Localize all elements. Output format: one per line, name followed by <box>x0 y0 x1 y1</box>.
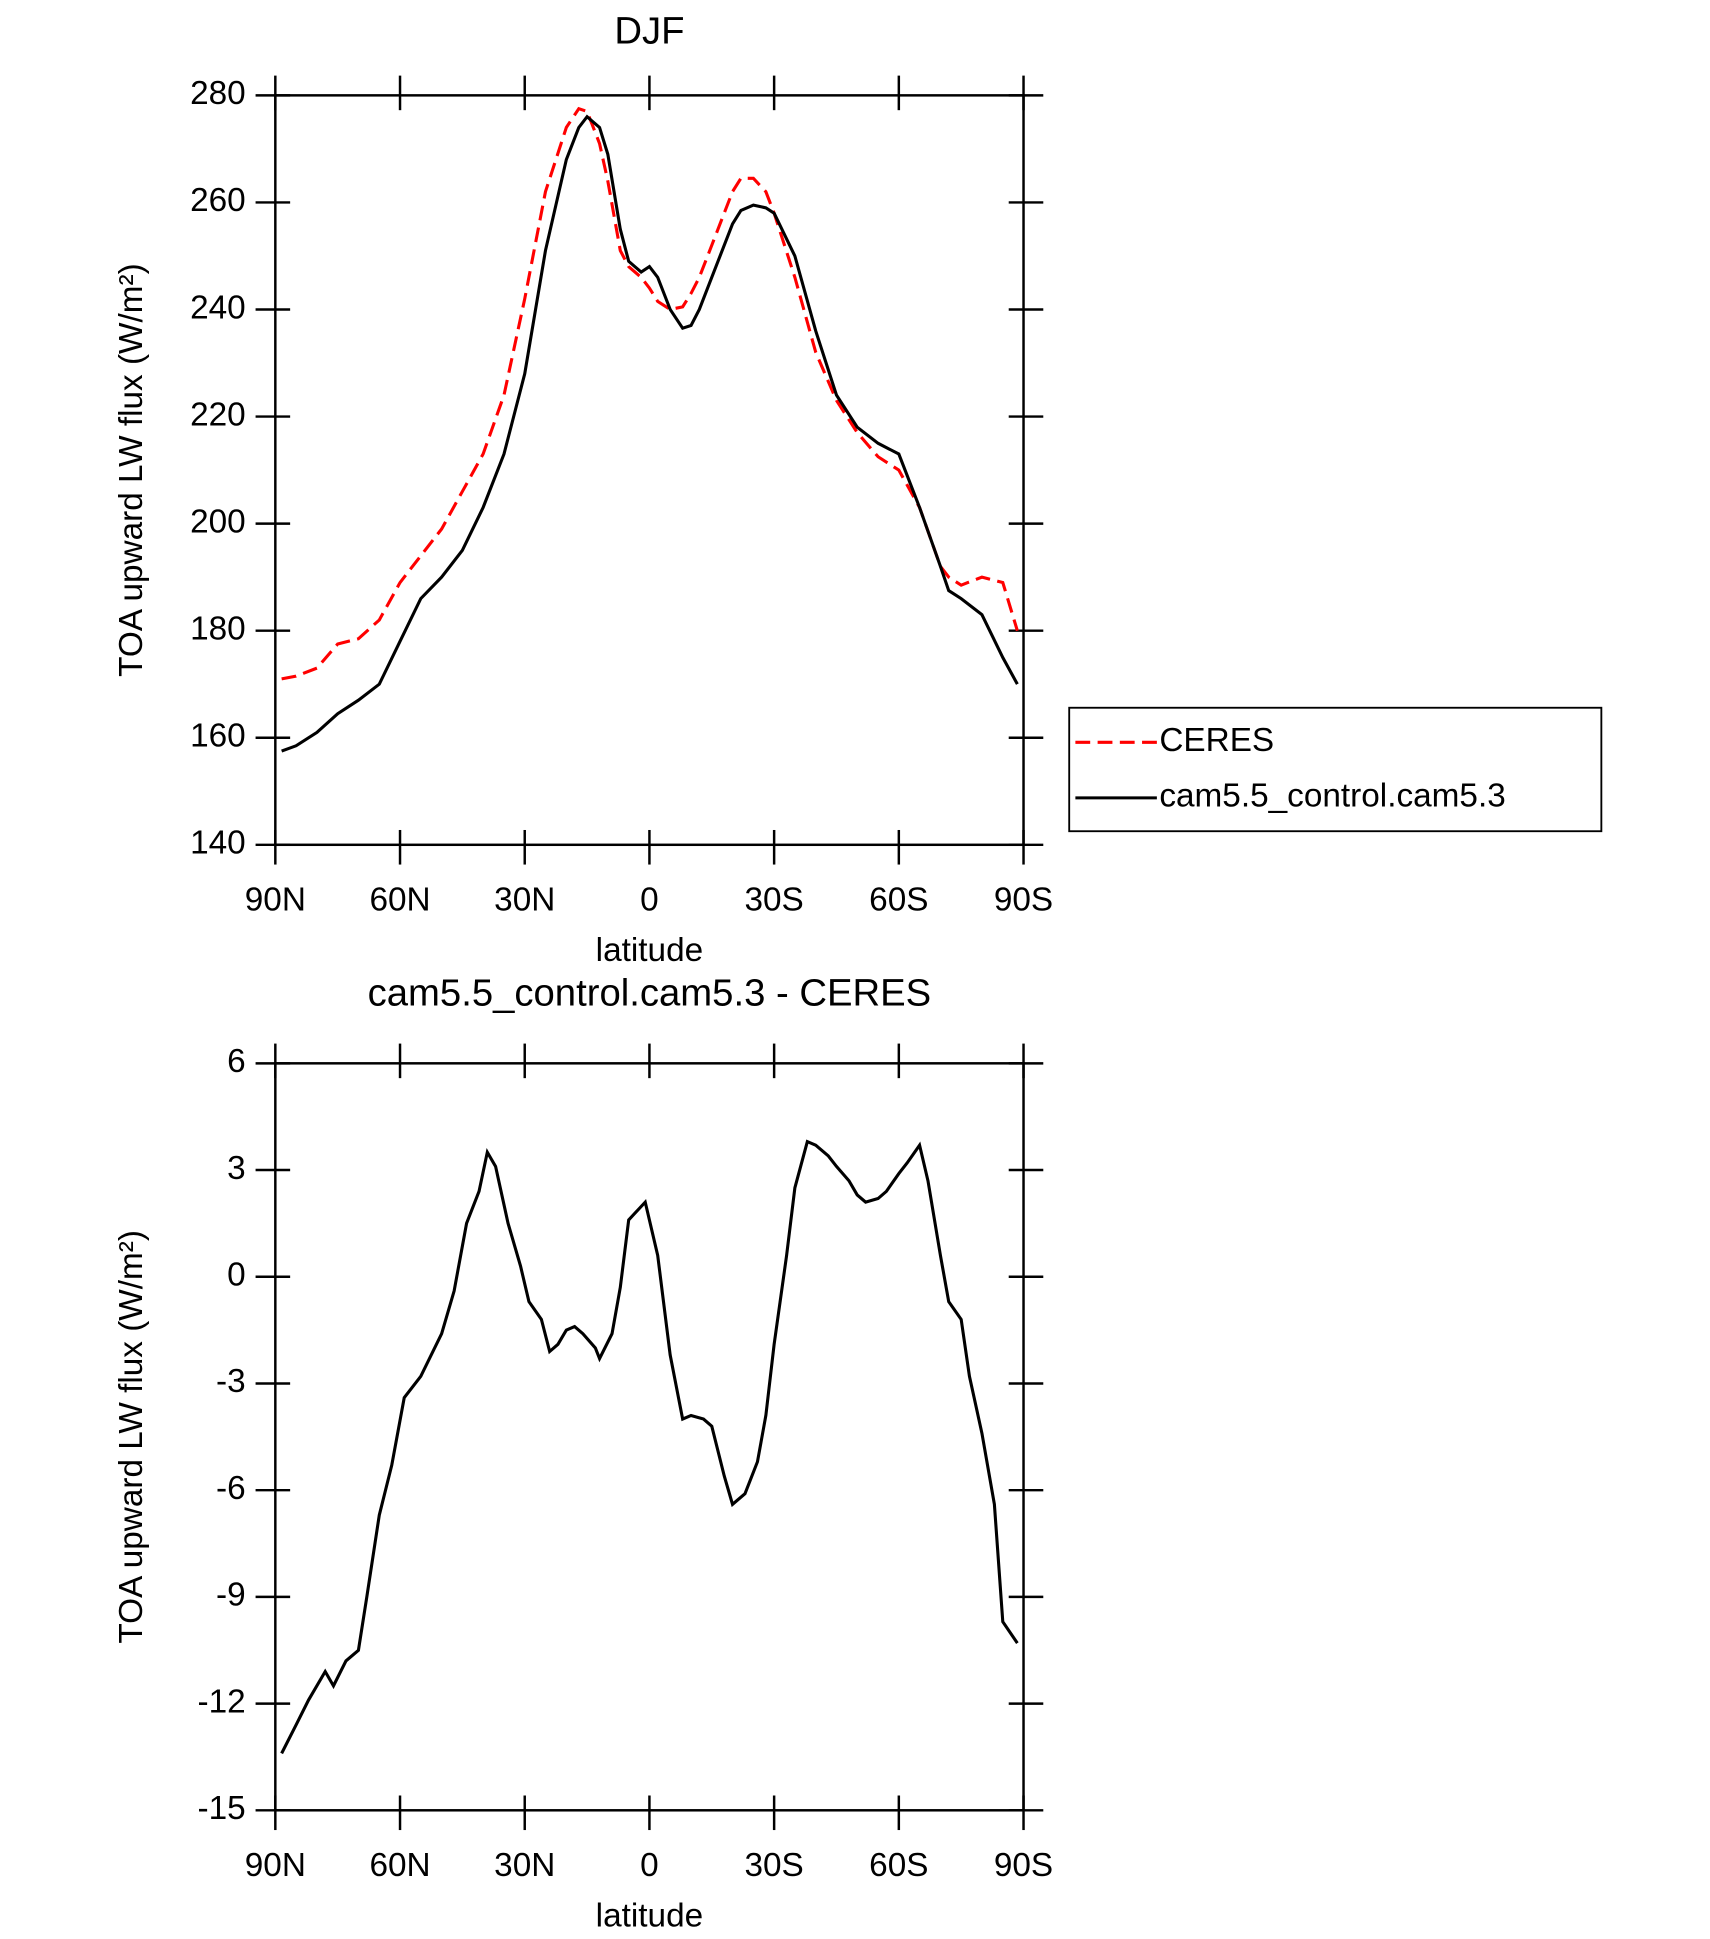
x-tick-label: 90S <box>994 1847 1053 1884</box>
y-tick-label: -9 <box>216 1577 246 1614</box>
x-tick-label: 60N <box>369 881 430 918</box>
y-tick-label: -12 <box>198 1683 246 1720</box>
legend-label: cam5.5_control.cam5.3 <box>1159 778 1505 815</box>
plot-frame <box>274 1062 1025 1812</box>
x-tick-label: 30N <box>494 1847 555 1884</box>
y-tick-label: 6 <box>227 1043 246 1080</box>
chart-title: cam5.5_control.cam5.3 - CERES <box>368 972 932 1015</box>
y-tick-label: -15 <box>198 1790 246 1827</box>
x-tick-label: 30S <box>744 1847 803 1884</box>
y-tick-label: 240 <box>190 289 246 326</box>
y-tick-label: 160 <box>190 718 246 755</box>
series-line <box>281 114 1019 753</box>
y-tick-label: 280 <box>190 75 246 112</box>
y-tick-label: -3 <box>216 1363 246 1400</box>
y-tick-label: 200 <box>190 503 246 540</box>
y-tick-label: 180 <box>190 610 246 647</box>
x-axis-label: latitude <box>596 1898 703 1935</box>
x-tick-label: 60N <box>369 1847 430 1884</box>
legend-label: CERES <box>1159 722 1274 759</box>
y-tick-label: 0 <box>227 1257 246 1294</box>
y-tick-label: 220 <box>190 396 246 433</box>
series-line <box>281 106 1019 681</box>
x-tick-label: 90N <box>245 881 306 918</box>
x-tick-label: 90S <box>994 881 1053 918</box>
chart-title: DJF <box>614 10 684 53</box>
y-axis-label: TOA upward LW flux (W/m²) <box>113 1230 150 1644</box>
y-tick-label: 260 <box>190 182 246 219</box>
x-tick-label: 90N <box>245 1847 306 1884</box>
y-tick-label: 3 <box>227 1150 246 1187</box>
x-tick-label: 60S <box>869 881 928 918</box>
y-tick-label: -6 <box>216 1470 246 1507</box>
plot-frame <box>274 94 1025 847</box>
series-line <box>280 1139 1019 1755</box>
y-tick-label: 140 <box>190 825 246 862</box>
x-tick-label: 30N <box>494 881 555 918</box>
y-axis-label: TOA upward LW flux (W/m²) <box>113 263 150 677</box>
x-axis-label: latitude <box>596 932 703 969</box>
x-tick-label: 30S <box>744 881 803 918</box>
x-tick-label: 60S <box>869 1847 928 1884</box>
x-tick-label: 0 <box>640 881 659 918</box>
x-tick-label: 0 <box>640 1847 659 1884</box>
legend-box <box>1068 706 1603 833</box>
